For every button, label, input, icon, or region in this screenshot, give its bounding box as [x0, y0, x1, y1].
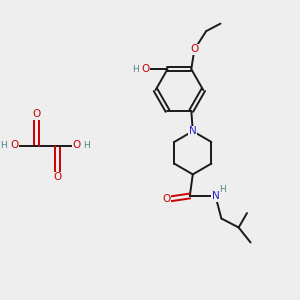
Text: H: H	[83, 141, 90, 150]
Text: O: O	[163, 194, 171, 204]
Text: O: O	[32, 109, 40, 119]
Text: H: H	[219, 185, 226, 194]
Text: O: O	[73, 140, 81, 151]
Text: O: O	[141, 64, 150, 74]
Text: H: H	[0, 141, 7, 150]
Text: O: O	[190, 44, 198, 54]
Text: H: H	[132, 65, 139, 74]
Text: O: O	[53, 172, 61, 182]
Text: N: N	[212, 191, 219, 201]
Text: O: O	[10, 140, 18, 151]
Text: N: N	[189, 126, 197, 136]
